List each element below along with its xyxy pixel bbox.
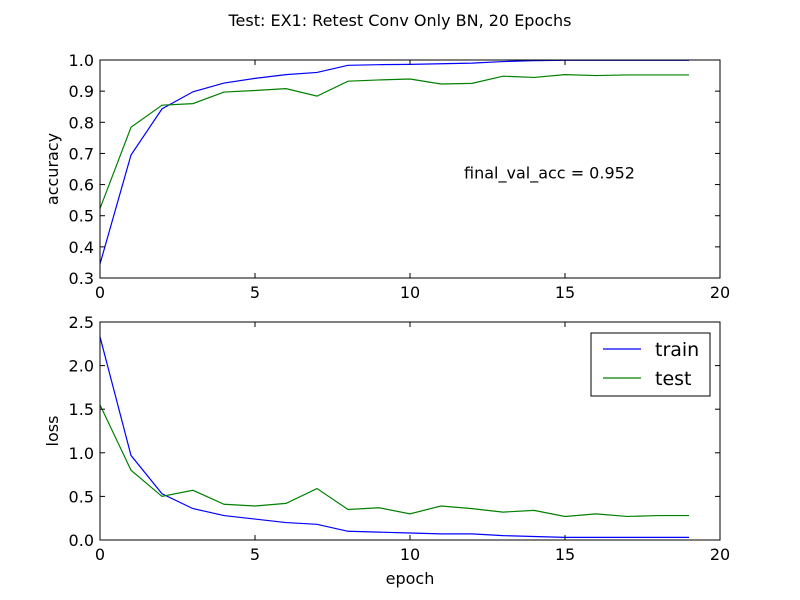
figure-suptitle: Test: EX1: Retest Conv Only BN, 20 Epoch… bbox=[227, 11, 571, 30]
loss-xtick-label: 0 bbox=[95, 545, 105, 564]
accuracy-ytick-label: 0.8 bbox=[69, 113, 94, 132]
loss-xtick-label: 5 bbox=[250, 545, 260, 564]
accuracy-ytick-label: 0.7 bbox=[69, 144, 94, 163]
loss-xtick-label: 15 bbox=[555, 545, 575, 564]
loss-legend: train test bbox=[590, 332, 711, 397]
accuracy-ytick-label: 0.9 bbox=[69, 82, 94, 101]
loss-axes: 0 5 10 15 20 0.0 0.5 1.0 1.5 2.0 2.5 loss epoch train… bbox=[43, 313, 730, 588]
accuracy-axes: 0 5 10 15 20 0.3 0.4 0.5 0.6 0.7 0.8 0.9 1.0 accuracy… bbox=[43, 51, 730, 302]
loss-series-train-line bbox=[99, 336, 689, 538]
accuracy-ytick-label: 0.6 bbox=[69, 176, 94, 195]
loss-ylabel: loss bbox=[43, 416, 62, 447]
loss-xtick-label: 20 bbox=[710, 545, 730, 564]
accuracy-ylabel: accuracy bbox=[43, 133, 62, 205]
legend-label-test: test bbox=[655, 368, 692, 390]
loss-xlabel: epoch bbox=[386, 569, 435, 588]
accuracy-ytick-label: 0.3 bbox=[69, 269, 94, 288]
accuracy-ytick-label: 0.5 bbox=[69, 207, 94, 226]
accuracy-xtick-label: 15 bbox=[555, 283, 575, 302]
accuracy-ytick-label: 0.4 bbox=[69, 238, 94, 257]
loss-ytick-label: 1.0 bbox=[69, 444, 94, 463]
loss-xtick-label: 10 bbox=[400, 545, 420, 564]
legend-box bbox=[590, 332, 711, 397]
accuracy-xtick-label: 0 bbox=[95, 283, 105, 302]
accuracy-ytick-label: 1.0 bbox=[69, 51, 94, 70]
loss-series-test-line bbox=[99, 404, 689, 518]
accuracy-xtick-label: 5 bbox=[250, 283, 260, 302]
accuracy-series-test-line bbox=[99, 74, 689, 209]
loss-ytick-label: 1.5 bbox=[69, 400, 94, 419]
loss-ytick-label: 0.5 bbox=[69, 487, 94, 506]
accuracy-xtick-label: 20 bbox=[710, 283, 730, 302]
accuracy-xtick-label: 10 bbox=[400, 283, 420, 302]
loss-ytick-label: 0.0 bbox=[69, 531, 94, 550]
legend-label-train: train bbox=[655, 339, 699, 361]
loss-ytick-label: 2.5 bbox=[69, 313, 94, 332]
loss-ytick-label: 2.0 bbox=[69, 357, 94, 376]
accuracy-annotation: final_val_acc = 0.952 bbox=[464, 163, 635, 183]
